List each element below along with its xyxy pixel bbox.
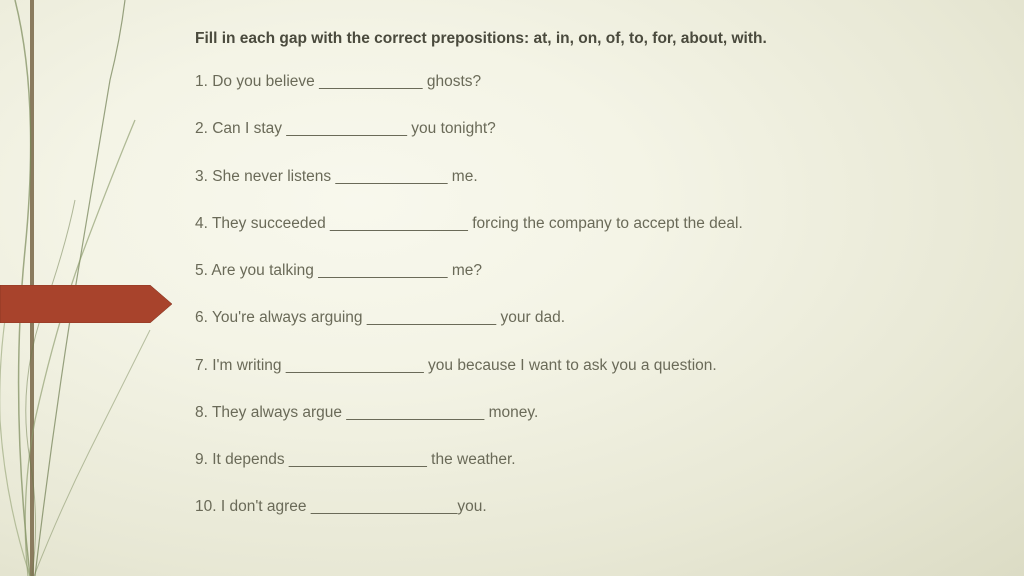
instruction-heading: Fill in each gap with the correct prepos… xyxy=(195,30,995,48)
question-item: 7. I'm writing ________________ you beca… xyxy=(195,354,995,377)
question-item: 3. She never listens _____________ me. xyxy=(195,165,995,188)
question-item: 6. You're always arguing _______________… xyxy=(195,306,995,329)
question-item: 10. I don't agree _________________you. xyxy=(195,495,995,518)
question-item: 1. Do you believe ____________ ghosts? xyxy=(195,70,995,93)
question-item: 2. Can I stay ______________ you tonight… xyxy=(195,117,995,140)
question-item: 5. Are you talking _______________ me? xyxy=(195,259,995,282)
worksheet-content: Fill in each gap with the correct prepos… xyxy=(195,30,995,543)
question-item: 4. They succeeded ________________ forci… xyxy=(195,212,995,235)
question-item: 9. It depends ________________ the weath… xyxy=(195,448,995,471)
arrow-bookmark xyxy=(0,285,175,323)
question-item: 8. They always argue ________________ mo… xyxy=(195,401,995,424)
